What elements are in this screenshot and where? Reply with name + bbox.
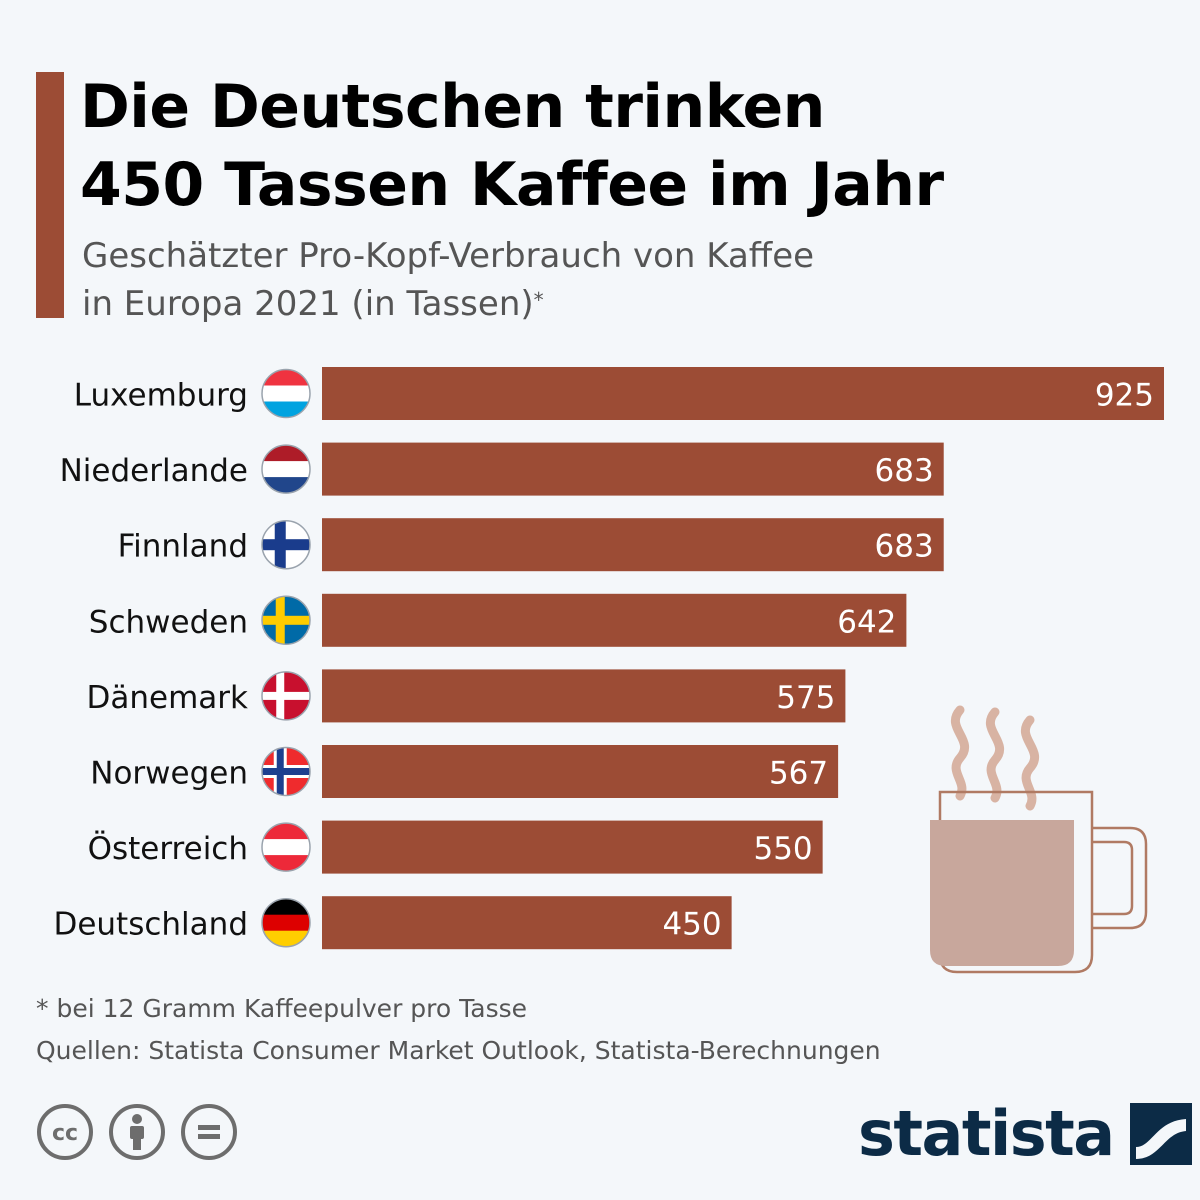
bar-row: Niederlande 683 [60, 442, 944, 496]
attribution-icon[interactable] [108, 1103, 166, 1161]
value-label: 450 [662, 907, 721, 943]
bar [322, 518, 944, 572]
category-label: Finnland [118, 529, 248, 565]
germany-flag-icon [261, 897, 311, 948]
value-label: 567 [769, 756, 828, 792]
category-label: Österreich [88, 830, 248, 867]
title-accent-bar [36, 72, 64, 318]
subtitle-line-2: in Europa 2021 (in Tassen) [82, 284, 534, 324]
bar [322, 820, 823, 874]
license-icons: cc [36, 1103, 238, 1161]
denmark-flag-icon [261, 671, 311, 721]
bar [322, 593, 907, 647]
subtitle-footnote-marker: * [533, 288, 544, 312]
page-title: Die Deutschen trinken 450 Tassen Kaffee … [80, 68, 1160, 224]
bar-row: Finnland 683 [118, 518, 944, 572]
bar [322, 745, 839, 798]
title-line-1: Die Deutschen trinken [80, 72, 825, 142]
value-label: 925 [1095, 378, 1154, 414]
brand-name: statista [858, 1097, 1115, 1170]
bar-row: Schweden 642 [89, 593, 907, 647]
no-derivatives-icon[interactable] [180, 1103, 238, 1161]
coffee-mug-icon [930, 705, 1148, 974]
footnote-sources: Quellen: Statista Consumer Market Outloo… [36, 1036, 881, 1065]
category-label: Schweden [89, 604, 248, 640]
bar [322, 367, 1164, 420]
bar-row: Dänemark 575 [87, 669, 846, 723]
value-label: 642 [837, 604, 896, 640]
category-label: Dänemark [87, 680, 249, 716]
bar-row: Norwegen 567 [90, 745, 839, 798]
value-label: 683 [875, 529, 934, 565]
value-label: 683 [875, 453, 934, 489]
svg-text:cc: cc [52, 1121, 78, 1146]
sweden-flag-icon [261, 595, 311, 646]
footnote-block: * bei 12 Gramm Kaffeepulver pro Tasse Qu… [36, 988, 881, 1072]
netherlands-flag-icon [261, 444, 311, 494]
austria-flag-icon [261, 822, 311, 872]
bar-row: Luxemburg 925 [74, 367, 1164, 420]
bar [322, 896, 732, 950]
cc-icon[interactable]: cc [36, 1103, 94, 1161]
category-label: Norwegen [90, 756, 248, 792]
category-label: Luxemburg [74, 378, 248, 414]
bar [322, 442, 944, 496]
bar-row: Deutschland 450 [53, 896, 732, 950]
bar-chart: Luxemburg 925 Niederlande 683 Finnland 683 Sch… [53, 367, 1164, 950]
category-label: Niederlande [60, 453, 248, 489]
subtitle-line-2-wrap: in Europa 2021 (in Tassen)* [82, 280, 1162, 328]
norway-flag-icon [261, 746, 311, 797]
statista-mark-icon [1129, 1103, 1192, 1165]
value-label: 575 [776, 680, 835, 716]
chart-subtitle: Geschätzter Pro-Kopf-Verbrauch von Kaffe… [82, 232, 1162, 328]
subtitle-line-1: Geschätzter Pro-Kopf-Verbrauch von Kaffe… [82, 236, 815, 276]
statista-logo[interactable]: statista [858, 1094, 1192, 1174]
bar [322, 669, 846, 723]
category-label: Deutschland [53, 907, 248, 943]
footnote-note: * bei 12 Gramm Kaffeepulver pro Tasse [36, 994, 528, 1023]
value-label: 550 [753, 831, 812, 867]
finland-flag-icon [261, 519, 311, 570]
luxembourg-flag-icon [261, 368, 311, 419]
title-line-2: 450 Tassen Kaffee im Jahr [80, 150, 944, 220]
bar-row: Österreich 550 [88, 820, 823, 874]
